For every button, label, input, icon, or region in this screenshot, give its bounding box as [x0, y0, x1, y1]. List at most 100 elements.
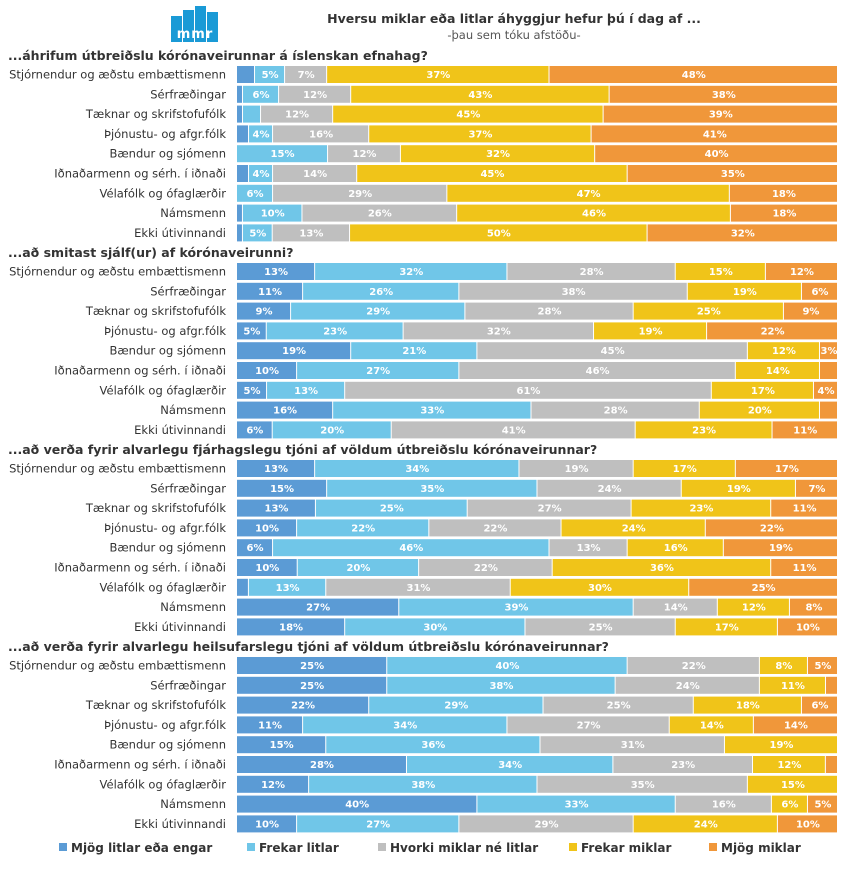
category-label: Námsmenn [160, 600, 226, 614]
data-label: 38% [411, 780, 435, 791]
data-label: 47% [577, 189, 601, 200]
data-label: 11% [258, 287, 282, 298]
data-label: 32% [487, 326, 511, 337]
category-label: Þjónustu- og afgr.fólk [104, 718, 226, 732]
chart-panels: ...áhrifum útbreiðslu kórónaveirunnar á … [8, 48, 837, 833]
bar-segment [272, 421, 391, 439]
bar-segment [807, 657, 837, 674]
bar-segment [237, 519, 297, 537]
category-label: Tæknar og skrifstofufólk [85, 304, 226, 318]
bar-segment [825, 676, 837, 694]
data-label: 27% [577, 720, 601, 731]
data-label: 24% [676, 681, 700, 692]
bar-segment [467, 499, 631, 517]
bar-segment [635, 421, 772, 439]
data-label: 25% [589, 622, 613, 633]
bar-segment [540, 736, 724, 754]
bar-segment [801, 696, 837, 714]
data-label: 11% [258, 720, 282, 731]
data-label: 22% [291, 701, 315, 712]
data-label: 16% [712, 800, 736, 811]
data-label: 13% [276, 583, 300, 594]
data-label: 40% [705, 149, 729, 160]
bar-segment [237, 421, 272, 439]
legend-label: Mjög miklar [721, 841, 801, 855]
bar-segment [707, 322, 837, 340]
data-label: 31% [621, 740, 645, 751]
data-label: 19% [727, 484, 751, 495]
bar-segment [351, 342, 477, 360]
data-label: 14% [664, 603, 688, 614]
bar-segment [594, 322, 707, 340]
bar-segment [633, 460, 735, 477]
data-label: 24% [622, 523, 646, 534]
panel-title: ...að verða fyrir alvarlegu fjárhagslegu… [8, 442, 597, 457]
data-label: 25% [697, 307, 721, 318]
bar-segment [729, 184, 837, 202]
category-label: Sérfræðingar [150, 284, 226, 298]
data-label: 6% [247, 543, 264, 554]
bar-segment [237, 381, 267, 399]
data-label: 22% [474, 563, 498, 574]
data-label: 23% [689, 504, 713, 515]
data-label: 8% [805, 603, 822, 614]
bar-segment [237, 224, 242, 242]
data-label: 13% [299, 228, 323, 239]
bar-segment [237, 716, 303, 734]
bar-segment [237, 322, 266, 340]
bar-segment [261, 105, 333, 123]
bar-segment [819, 401, 837, 419]
bar-segment [237, 184, 273, 202]
mmr-logo: mmr [171, 6, 218, 42]
bar-segment [237, 815, 297, 833]
bar-segment [237, 479, 327, 497]
data-label: 6% [781, 800, 798, 811]
bar-segment [369, 696, 543, 714]
data-label: 36% [421, 740, 445, 751]
bar-segment [457, 204, 730, 222]
data-label: 13% [294, 386, 318, 397]
bar-segment [783, 302, 837, 320]
data-label: 14% [303, 169, 327, 180]
bar-segment [777, 618, 837, 636]
data-label: 30% [588, 583, 612, 594]
category-label: Sérfræðingar [150, 481, 226, 495]
bar-segment [309, 775, 537, 793]
category-label: Iðnaðarmenn og sérh. í iðnaði [54, 758, 226, 772]
data-label: 6% [246, 425, 263, 436]
legend-label: Mjög litlar eða engar [71, 841, 212, 855]
category-label: Þjónustu- og afgr.fólk [104, 324, 226, 338]
data-label: 12% [777, 760, 801, 771]
data-label: 15% [781, 780, 805, 791]
data-label: 29% [366, 307, 390, 318]
bar-segment [237, 499, 315, 517]
bar-segment [272, 224, 350, 242]
data-label: 6% [247, 189, 264, 200]
bar-segment [237, 282, 303, 300]
data-label: 32% [731, 228, 755, 239]
data-label: 10% [255, 819, 279, 830]
bar-segment [326, 578, 510, 596]
data-label: 38% [489, 681, 513, 692]
data-label: 61% [517, 386, 541, 397]
bar-segment [549, 66, 837, 83]
data-label: 45% [480, 169, 504, 180]
data-label: 15% [270, 740, 294, 751]
legend-swatch [378, 843, 386, 851]
data-label: 6% [811, 287, 828, 298]
category-label: Þjónustu- og afgr.fólk [104, 521, 226, 535]
data-label: 28% [310, 760, 334, 771]
bar-segment [237, 795, 477, 813]
data-label: 30% [423, 622, 447, 633]
data-label: 46% [586, 366, 610, 377]
bar-segment [237, 578, 248, 596]
category-label: Tæknar og skrifstofufólk [85, 107, 226, 121]
bar-segment [297, 362, 459, 379]
bar-segment [237, 165, 249, 182]
category-label: Námsmenn [160, 206, 226, 220]
data-label: 27% [366, 366, 390, 377]
category-label: Vélafólk og ófaglærðir [100, 777, 227, 791]
data-label: 13% [264, 504, 288, 515]
data-label: 11% [781, 681, 805, 692]
bar-segment [387, 676, 615, 694]
